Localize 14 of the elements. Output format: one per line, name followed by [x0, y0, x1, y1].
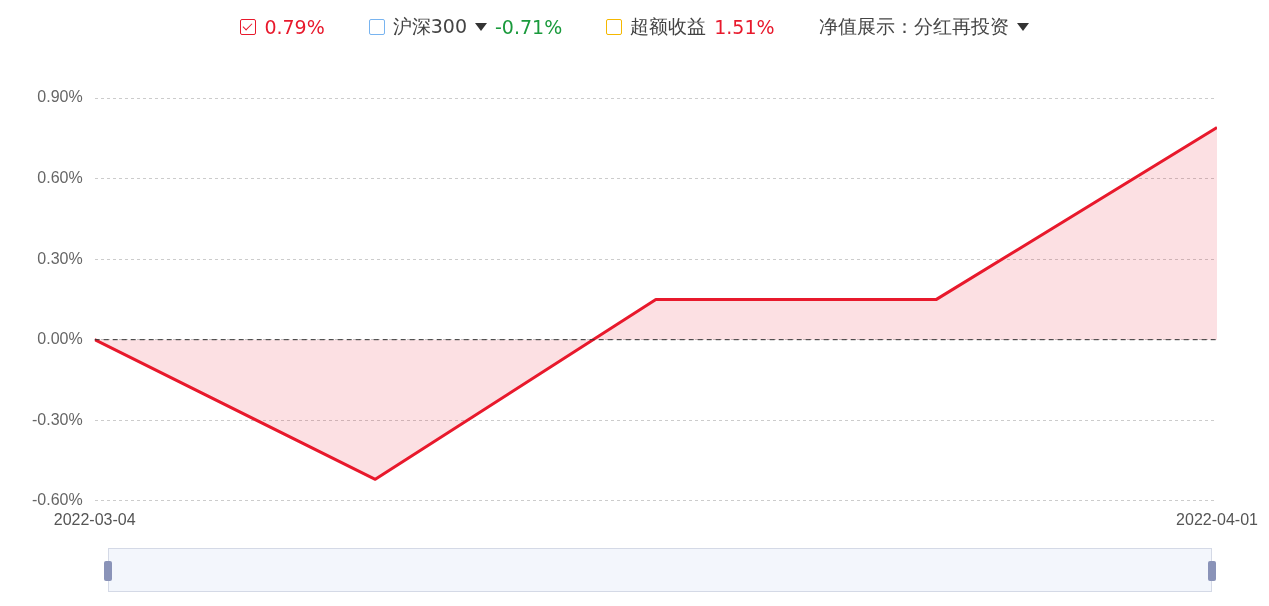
- x-tick-label: 2022-04-01: [1176, 510, 1259, 528]
- text: 超额收益: [630, 14, 707, 39]
- y-tick-label: 0.90%: [37, 88, 83, 106]
- text: 0.79%: [264, 16, 325, 38]
- text: -0.71%: [495, 16, 563, 38]
- y-tick-label: -0.30%: [31, 410, 83, 428]
- y-tick-label: 0.60%: [37, 168, 83, 186]
- y-tick-label: -0.60%: [31, 491, 83, 509]
- y-tick-label: 0.30%: [37, 249, 83, 267]
- text: 1.51%: [714, 16, 775, 38]
- text: 净值展示：分红再投资: [818, 14, 1009, 39]
- x-tick-label: 2022-03-04: [53, 510, 136, 528]
- text: 沪深300: [392, 14, 468, 39]
- y-tick-label: 0.00%: [37, 330, 83, 348]
